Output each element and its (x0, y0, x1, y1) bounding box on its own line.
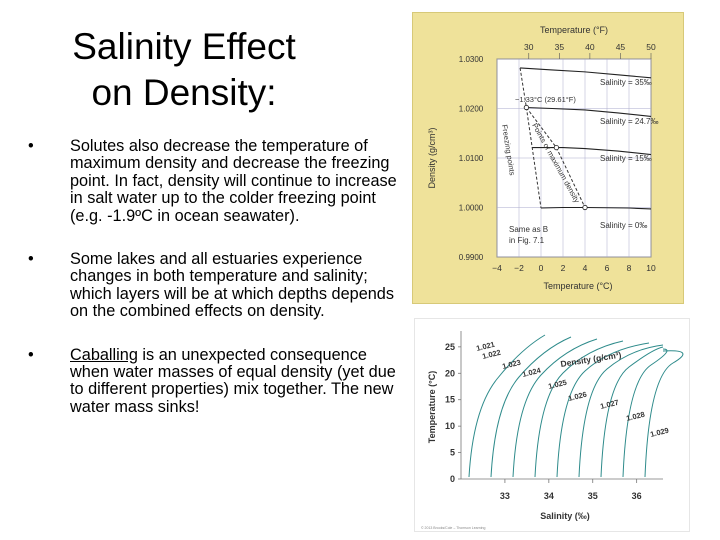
series-line (526, 106, 652, 117)
contour-label: 1.021 (475, 340, 495, 353)
x-tick-label: 10 (646, 263, 656, 273)
contour-label: 1.029 (649, 426, 669, 439)
bullet-text: Some lakes and all estuaries experience … (70, 250, 394, 321)
caballing-term: Caballing (70, 345, 138, 364)
y-axis-label: Density (g/cm³) (427, 127, 437, 188)
y-tick-label: 1.0000 (459, 204, 484, 213)
x-tick-label: 0 (539, 263, 544, 273)
x-tick-label: 4 (583, 263, 588, 273)
density-contour-line (534, 340, 624, 478)
density-contour-line (644, 350, 684, 478)
bullet-item: • Some lakes and all estuaries experienc… (28, 250, 408, 321)
y-tick-label: 0.9900 (459, 253, 484, 262)
x2-tick-label: 40 (585, 42, 595, 52)
density-temperature-figure: −4 −2 0 2 4 6 8 10 1.0300 1.0200 1.0100 1.0000 0.990… (412, 12, 684, 304)
x-tick-label: −2 (514, 263, 524, 273)
annotation-temp-max: −1.33°C (29.61°F) (515, 95, 576, 104)
y-tick-label: 1.0300 (459, 55, 484, 64)
figure-credit: © 2013 Brooks/Cole – Thomson Learning (421, 526, 485, 530)
bullet-text: is an unexpected consequence when water … (70, 345, 396, 416)
x-tick-label: 2 (561, 263, 566, 273)
density-contour-line (468, 334, 546, 478)
annotation-fig-ref: in Fig. 7.1 (509, 236, 545, 245)
x-tick-label: 8 (627, 263, 632, 273)
x-axis-label: Temperature (°C) (543, 281, 612, 291)
y-tick-label: 0 (450, 474, 455, 484)
y-tick-label: 5 (450, 448, 455, 458)
y-tick-label: 1.0200 (459, 105, 484, 114)
series-line (519, 67, 542, 209)
bullet-text: Solutes also decrease the temperature of… (70, 137, 397, 225)
x-tick-label: −4 (492, 263, 502, 273)
series-label-15: Salinity = 15‰ (600, 154, 652, 163)
series-line (540, 206, 652, 210)
density-contour-figure: 1.021 1.022 1.023 1.024 1.025 1.026 1.027 1.028… (414, 318, 690, 532)
bullet-marker: • (28, 345, 34, 364)
x-tick-label: 34 (544, 491, 554, 501)
x2-tick-label: 45 (616, 42, 626, 52)
contour-label: 1.022 (481, 348, 501, 361)
density-temperature-chart: −4 −2 0 2 4 6 8 10 1.0300 1.0200 1.0100 1.0000 0.990… (427, 25, 658, 291)
max-density-point (553, 145, 559, 151)
y-tick-label: 20 (445, 368, 455, 378)
x2-tick-label: 35 (555, 42, 565, 52)
x-tick-label: 6 (605, 263, 610, 273)
slide-title: Salinity Effect on Density: (44, 24, 324, 116)
contour-label: 1.028 (625, 410, 645, 423)
x2-axis-label: Temperature (°F) (540, 25, 608, 35)
bullet-item: • Caballing is an unexpected consequence… (28, 345, 408, 417)
bullet-marker: • (28, 137, 34, 155)
x-tick-label: 33 (500, 491, 510, 501)
density-contour-line (556, 342, 650, 478)
x-tick-label: 35 (588, 491, 598, 501)
x2-tick-label: 30 (524, 42, 534, 52)
max-density-point (523, 104, 529, 111)
contour-label: 1.025 (547, 378, 567, 391)
contour-label: 1.026 (567, 390, 587, 403)
bullet-list: • Solutes also decrease the temperature … (28, 137, 408, 417)
x-tick-label: 36 (632, 491, 642, 501)
y-tick-label: 15 (445, 395, 455, 405)
bullet-marker: • (28, 250, 34, 269)
contour-label: 1.023 (501, 358, 521, 371)
y-tick-label: 10 (445, 421, 455, 431)
density-contour-line (512, 338, 598, 478)
series-label-24-7: Salinity = 24.7‰ (600, 117, 658, 126)
density-contour-line (578, 344, 664, 478)
max-density-point (582, 204, 588, 211)
annotation-same-as-b: Same as B (509, 225, 548, 234)
density-contour-line (600, 346, 664, 478)
title-line-1: Salinity Effect (72, 26, 296, 67)
density-contour-line (490, 336, 572, 478)
series-label-35: Salinity = 35‰ (600, 78, 652, 87)
x2-tick-label: 50 (646, 42, 656, 52)
series-line (532, 147, 652, 156)
y-tick-label: 25 (445, 342, 455, 352)
bullet-item: • Solutes also decrease the temperature … (28, 137, 408, 225)
y-tick-label: 1.0100 (459, 154, 484, 163)
series-line (520, 67, 652, 79)
title-line-2: on Density: (91, 72, 277, 113)
contour-label: 1.027 (599, 398, 619, 411)
density-contour-chart: 1.0211.0221.0231.0241.0251.0261.0271.028… (421, 331, 684, 530)
series-label-0: Salinity = 0‰ (600, 221, 647, 230)
x-axis-label: Salinity (‰) (540, 511, 590, 521)
y-axis-label: Temperature (°C) (427, 371, 437, 443)
